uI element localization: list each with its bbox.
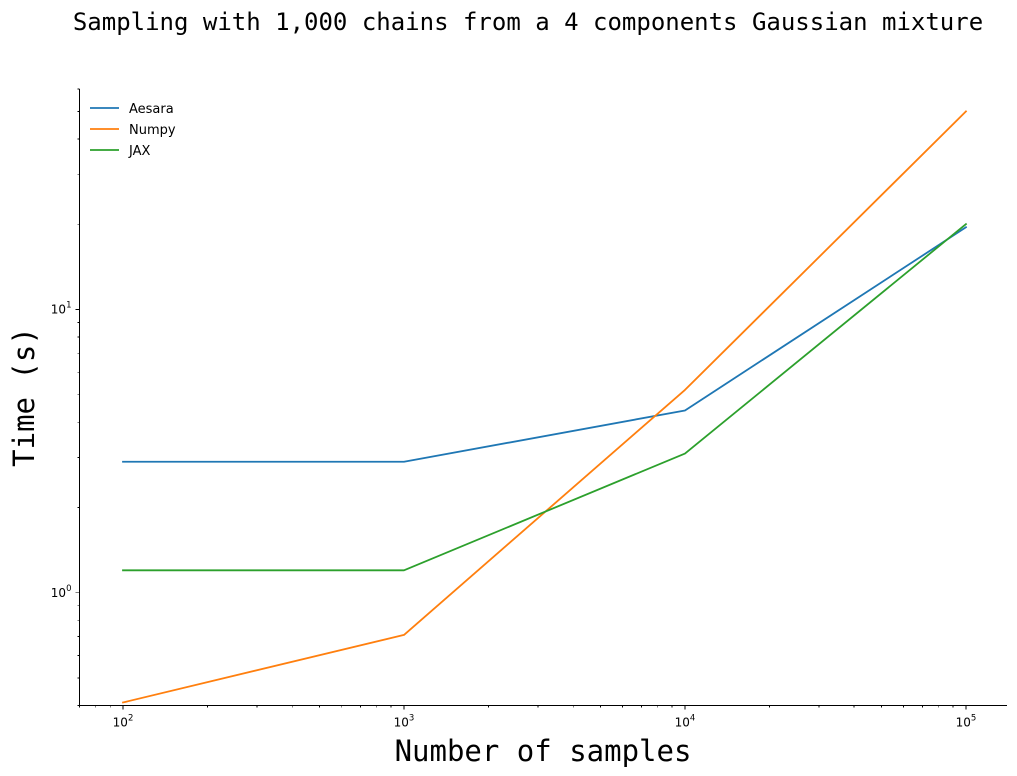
y-tick-label: 100 <box>51 584 72 600</box>
series-line-numpy <box>121 110 968 704</box>
legend-label-jax: JAX <box>128 144 150 159</box>
y-minor-ticks <box>77 88 80 706</box>
x-axis-label: Number of samples <box>395 734 692 768</box>
y-tick-label: 101 <box>51 300 72 316</box>
series-line-jax <box>122 222 968 572</box>
x-tick-label: 104 <box>675 714 696 730</box>
legend-label-numpy: Numpy <box>129 123 176 138</box>
chart-title: Sampling with 1,000 chains from a 4 comp… <box>73 8 983 36</box>
x-tick-label: 105 <box>956 714 977 730</box>
x-minor-ticks <box>79 705 954 708</box>
series-line-aesara <box>122 226 968 463</box>
x-tick-label: 102 <box>113 714 134 730</box>
plot-area: 102 103 104 105 100 101 <box>51 88 1007 730</box>
legend: Aesara Numpy JAX <box>90 102 176 159</box>
legend-label-aesara: Aesara <box>129 102 174 117</box>
series-layer <box>121 110 968 704</box>
y-axis-label: Time (s) <box>7 327 41 467</box>
x-major-ticks: 102 103 104 105 <box>113 705 977 730</box>
y-major-ticks: 100 101 <box>51 300 80 600</box>
x-tick-label: 103 <box>394 714 415 730</box>
